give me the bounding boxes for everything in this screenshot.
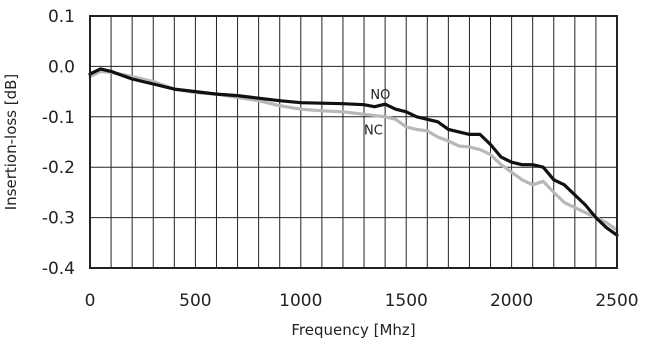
- y-axis-title: Insertion-loss [dB]: [2, 74, 20, 211]
- x-tick-label: 1000: [279, 291, 322, 311]
- y-tick-label: 0.0: [48, 57, 75, 77]
- x-tick-label: 0: [85, 291, 96, 311]
- x-axis-title: Frequency [Mhz]: [291, 321, 415, 339]
- series-label-nc: NC: [364, 123, 383, 138]
- y-tick-label: -0.3: [42, 209, 75, 229]
- series-layer: [88, 67, 619, 237]
- y-tick-label: -0.2: [42, 158, 75, 178]
- y-tick-label: -0.1: [42, 108, 75, 128]
- x-tick-label: 2500: [595, 291, 638, 311]
- y-tick-label: -0.4: [42, 259, 75, 279]
- series-line-nc: [88, 69, 619, 232]
- y-tick-label: 0.1: [48, 7, 75, 27]
- plot-frame: [89, 15, 618, 269]
- series-label-no: NO: [370, 88, 390, 103]
- x-tick-label: 2000: [490, 291, 533, 311]
- label-layer: NO NC: [364, 88, 390, 138]
- grid-layer: [90, 16, 617, 268]
- series-line-no: [88, 67, 619, 237]
- x-tick-label: 1500: [385, 291, 428, 311]
- x-tick-label: 500: [179, 291, 211, 311]
- tick-layer: 0 500 1000 1500 2000 2500 0.1 0.0 -0.1 -0.2 -0.3 -0…: [42, 7, 639, 311]
